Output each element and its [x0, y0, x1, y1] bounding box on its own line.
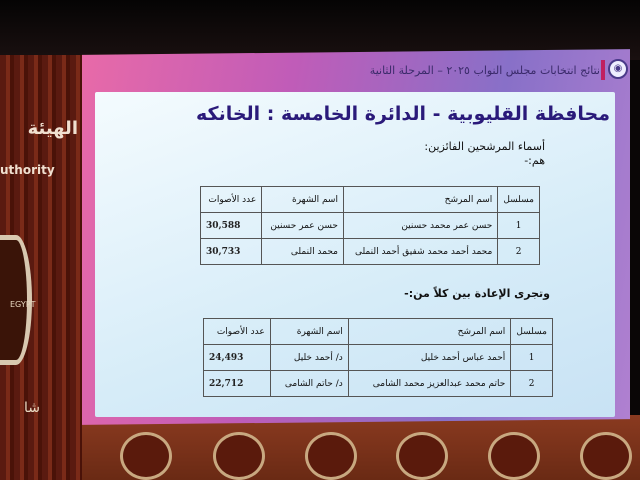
emblem-text: EGYPT	[10, 300, 36, 309]
serial: 2	[497, 238, 540, 265]
table-header-row: مسلسل اسم المرشح اسم الشهرة عدد الأصوات	[203, 318, 553, 345]
nickname: د/ أحمد خليل	[269, 344, 349, 371]
wall-sign-arabic: الهيئة	[27, 118, 78, 139]
table-row: 1 حسن عمر محمد حسنين حسن عمر حسنين 30,58…	[199, 212, 540, 239]
nickname: محمد النملى	[261, 238, 344, 265]
podium-wall	[82, 415, 640, 480]
eagle-emblem	[120, 432, 172, 480]
col-name: اسم المرشح	[347, 318, 512, 345]
serial: 2	[510, 370, 553, 397]
col-votes: عدد الأصوات	[199, 186, 263, 213]
election-logo-icon: ◉	[608, 59, 628, 79]
nickname: د/ حاتم الشامى	[269, 370, 349, 397]
table-row: 2 محمد أحمد محمد شفيق أحمد النملى محمد ا…	[199, 238, 540, 265]
eagle-emblem	[305, 432, 357, 480]
eagle-emblem	[396, 432, 448, 480]
table-row: 2 حاتم محمد عبدالعزيز محمد الشامى د/ حات…	[203, 370, 553, 397]
runoff-label: وتجرى الإعادة بين كلاً من:-	[404, 287, 550, 300]
votes: 22,712	[203, 370, 271, 397]
candidate-name: حاتم محمد عبدالعزيز محمد الشامى	[347, 370, 512, 397]
wall-sign-bottom: شا	[24, 400, 40, 416]
candidate-name: حسن عمر محمد حسنين	[342, 212, 499, 239]
votes: 24,493	[203, 344, 271, 371]
nickname: حسن عمر حسنين	[261, 212, 344, 239]
winners-table: مسلسل اسم المرشح اسم الشهرة عدد الأصوات …	[199, 186, 540, 265]
col-nickname: اسم الشهرة	[269, 318, 349, 345]
slide-title: محافظة القليوبية - الدائرة الخامسة : الخ…	[196, 103, 610, 125]
wall-sign-english: uthority	[0, 163, 55, 177]
serial: 1	[510, 344, 553, 371]
emblem-logo	[0, 235, 32, 365]
runoff-table: مسلسل اسم المرشح اسم الشهرة عدد الأصوات …	[203, 318, 553, 397]
table-header-row: مسلسل اسم المرشح اسم الشهرة عدد الأصوات	[199, 186, 540, 213]
eagle-emblem	[580, 432, 632, 480]
winners-label: أسماء المرشحين الفائزين:	[424, 140, 545, 153]
col-name: اسم المرشح	[342, 186, 499, 213]
eagle-emblem	[488, 432, 540, 480]
col-serial: مسلسل	[497, 186, 540, 213]
winners-sub: هم:-	[524, 154, 545, 167]
header-accent-bar	[601, 60, 605, 80]
serial: 1	[497, 212, 540, 239]
col-serial: مسلسل	[510, 318, 553, 345]
votes: 30,588	[199, 212, 263, 239]
eagle-emblem	[213, 432, 265, 480]
candidate-name: أحمد عباس أحمد خليل	[347, 344, 512, 371]
table-row: 1 أحمد عباس أحمد خليل د/ أحمد خليل 24,49…	[203, 344, 553, 371]
slide-header: نتائج انتخابات مجلس النواب ٢٠٢٥ – المرحل…	[369, 64, 600, 77]
votes: 30,733	[199, 238, 263, 265]
col-nickname: اسم الشهرة	[261, 186, 344, 213]
candidate-name: محمد أحمد محمد شفيق أحمد النملى	[342, 238, 499, 265]
col-votes: عدد الأصوات	[203, 318, 271, 345]
